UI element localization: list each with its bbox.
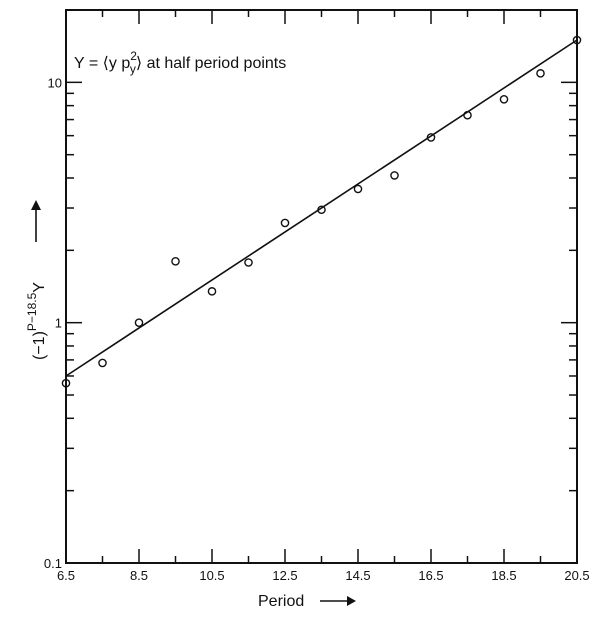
data-point	[61, 378, 71, 388]
chart-annotation: Y = ⟨y p2 y⟩ at half period points	[74, 49, 286, 76]
data-point	[572, 35, 582, 45]
y-tick-label: 10	[48, 75, 62, 90]
x-tick-label: 20.5	[564, 568, 589, 583]
annotation-sub: y	[130, 62, 136, 76]
annotation-prefix: Y =	[74, 55, 103, 72]
data-point	[244, 258, 253, 267]
plot-frame	[65, 9, 578, 564]
data-point	[98, 358, 107, 368]
x-tick-label: 6.5	[57, 568, 75, 583]
x-tick-label: 10.5	[199, 568, 224, 583]
annotation-suffix: ⟩ at half period points	[136, 55, 286, 72]
data-point	[353, 184, 363, 194]
y-axis-title-base: (−1)	[31, 331, 48, 360]
y-axis-title: (−1)P−18.5Y	[25, 282, 48, 360]
data-point	[390, 171, 399, 180]
data-point	[171, 257, 180, 266]
y-tick-label: 1	[55, 316, 62, 331]
y-axis-title-sup: P−18.5	[25, 292, 39, 331]
data-point	[134, 318, 144, 327]
data-point	[499, 95, 509, 104]
x-axis-arrow-icon	[320, 596, 356, 606]
y-axis-arrow-icon	[31, 200, 41, 242]
x-tick-label: 14.5	[345, 568, 370, 583]
annotation-sup: 2	[130, 49, 137, 63]
y-tick-label: 0.1	[44, 556, 62, 571]
annotation-expr: ⟨y p	[103, 55, 131, 72]
tick-labels: 6.5 8.5 10.5 12.5 14.5 16.5 18.5 20.5 0.1 1 10	[44, 75, 590, 583]
y-axis-title-tail: Y	[31, 282, 48, 293]
data-point	[280, 218, 290, 228]
data-marks	[61, 35, 582, 388]
fit-line	[65, 39, 578, 377]
data-point	[207, 287, 217, 296]
data-point	[536, 69, 545, 78]
x-tick-label: 8.5	[130, 568, 148, 583]
tick-marks	[65, 9, 578, 564]
svg-text:(−1)P−18.5Y: (−1)P−18.5Y	[25, 282, 48, 360]
x-tick-label: 18.5	[491, 568, 516, 583]
x-axis-title: Period	[258, 593, 304, 610]
x-tick-label: 12.5	[272, 568, 297, 583]
x-tick-label: 16.5	[418, 568, 443, 583]
